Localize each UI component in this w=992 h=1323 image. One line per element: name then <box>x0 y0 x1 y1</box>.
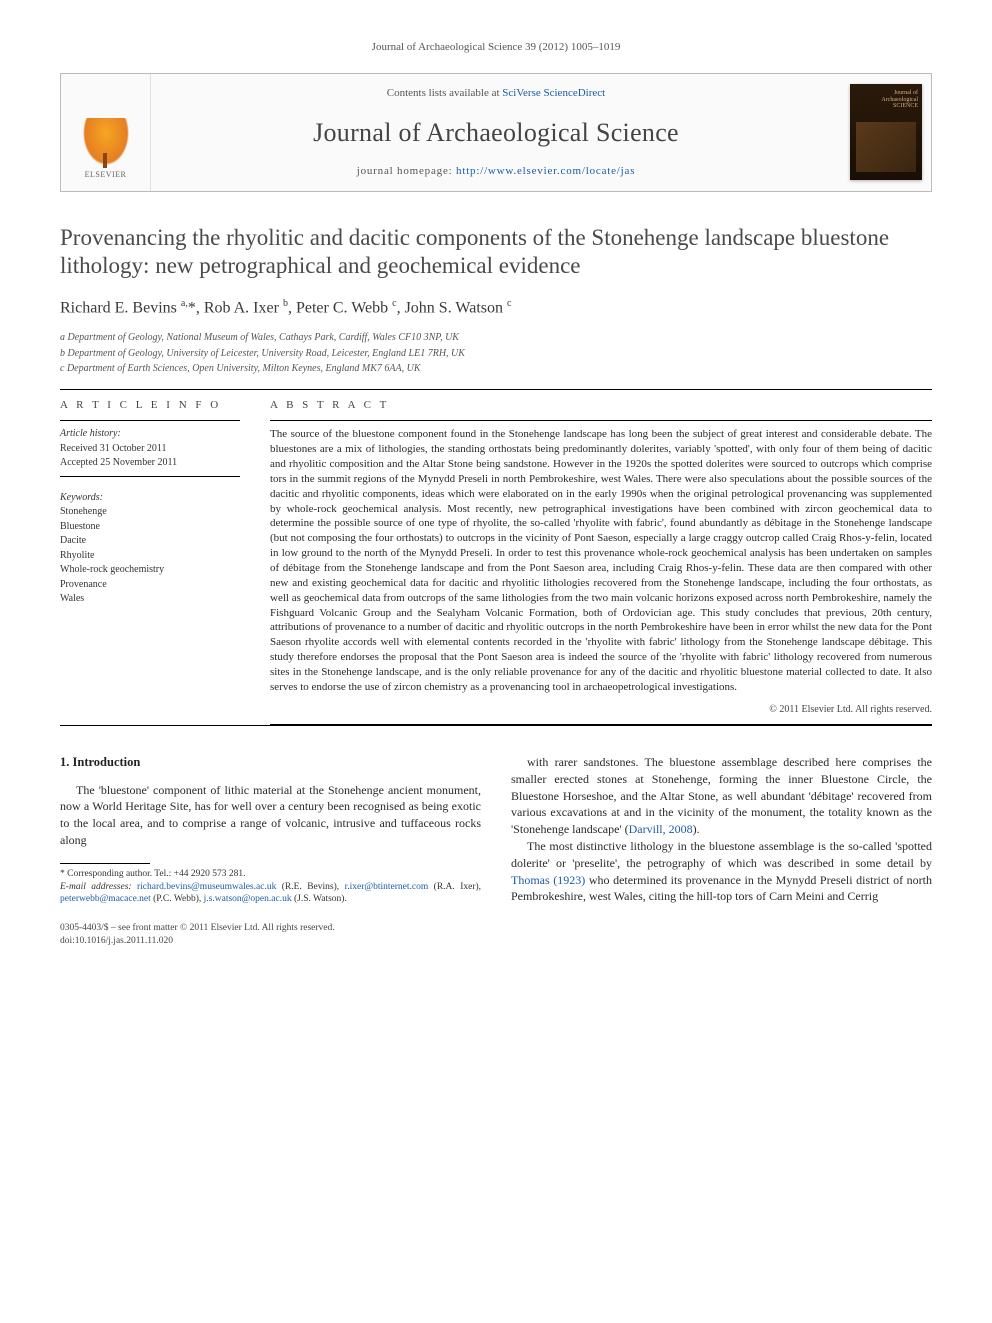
journal-homepage-line: journal homepage: http://www.elsevier.co… <box>161 164 831 179</box>
author-email-who: (R.A. Ixer) <box>434 882 479 892</box>
author-email-who: (R.E. Bevins) <box>282 882 337 892</box>
masthead-center: Contents lists available at SciVerse Sci… <box>151 74 841 191</box>
author-email-who: (P.C. Webb) <box>153 894 199 904</box>
publisher-name: ELSEVIER <box>85 170 127 181</box>
cover-thumb-title: Journal of Archaeological SCIENCE <box>881 90 918 110</box>
abstract-rule-bottom <box>270 724 932 725</box>
body-right-column: with rarer sandstones. The bluestone ass… <box>511 754 932 906</box>
cover-line1: Journal of <box>894 90 918 96</box>
keywords-label: Keywords: <box>60 491 240 505</box>
email-addresses-block: E-mail addresses: richard.bevins@museumw… <box>60 881 481 907</box>
author-email[interactable]: j.s.watson@open.ac.uk <box>204 894 292 904</box>
authors-line: Richard E. Bevins a,*, Rob A. Ixer b, Pe… <box>60 297 932 319</box>
citation-link[interactable]: Darvill, 2008 <box>629 822 693 836</box>
article-title: Provenancing the rhyolitic and dacitic c… <box>60 224 932 282</box>
body-left-column: 1. Introduction The 'bluestone' componen… <box>60 754 481 906</box>
article-info-column: A R T I C L E I N F O Article history: R… <box>60 398 240 726</box>
affiliation-a: a Department of Geology, National Museum… <box>60 331 932 346</box>
doi-line: doi:10.1016/j.jas.2011.11.020 <box>60 935 932 947</box>
author-email[interactable]: richard.bevins@museumwales.ac.uk <box>137 882 276 892</box>
para-text-end: ). <box>693 822 700 836</box>
body-paragraph: The 'bluestone' component of lithic mate… <box>60 782 481 849</box>
abstract-text: The source of the bluestone component fo… <box>270 427 932 694</box>
elsevier-logo[interactable]: ELSEVIER <box>76 111 136 181</box>
cover-line2: Archaeological <box>881 97 918 103</box>
running-head: Journal of Archaeological Science 39 (20… <box>60 40 932 55</box>
section-number: 1. <box>60 755 69 769</box>
publisher-logo-box: ELSEVIER <box>61 74 151 191</box>
keyword: Dacite <box>60 534 240 548</box>
para-text: with rarer sandstones. The bluestone ass… <box>511 755 932 836</box>
keyword: Bluestone <box>60 520 240 534</box>
abstract-column: A B S T R A C T The source of the bluest… <box>270 398 932 726</box>
para-text: The most distinctive lithology in the bl… <box>511 839 932 870</box>
affiliation-b: b Department of Geology, University of L… <box>60 347 932 362</box>
corresponding-author: * Corresponding author. Tel.: +44 2920 5… <box>60 868 481 881</box>
article-history-block: Article history: Received 31 October 201… <box>60 420 240 477</box>
keyword: Provenance <box>60 578 240 592</box>
contents-available-line: Contents lists available at SciVerse Sci… <box>161 86 831 101</box>
body-paragraph: with rarer sandstones. The bluestone ass… <box>511 754 932 838</box>
abstract-copyright: © 2011 Elsevier Ltd. All rights reserved… <box>270 703 932 717</box>
body-paragraph: The most distinctive lithology in the bl… <box>511 838 932 905</box>
body-columns: 1. Introduction The 'bluestone' componen… <box>60 754 932 906</box>
cover-thumb-image <box>856 122 916 172</box>
accepted-date: Accepted 25 November 2011 <box>60 456 240 470</box>
cover-line3: SCIENCE <box>893 103 918 109</box>
keyword: Stonehenge <box>60 505 240 519</box>
elsevier-tree-icon <box>81 118 131 168</box>
journal-cover-thumbnail[interactable]: Journal of Archaeological SCIENCE <box>850 84 922 180</box>
affiliation-c: c Department of Earth Sciences, Open Uni… <box>60 362 932 377</box>
masthead: ELSEVIER Contents lists available at Sci… <box>60 73 932 192</box>
abstract-rule <box>270 420 932 421</box>
section-title: Introduction <box>73 755 141 769</box>
section-heading: 1. Introduction <box>60 754 481 772</box>
footer-meta: 0305-4403/$ – see front matter © 2011 El… <box>60 922 932 947</box>
homepage-prefix: journal homepage: <box>357 165 456 177</box>
author-email[interactable]: r.ixer@btinternet.com <box>345 882 429 892</box>
keywords-block: Keywords: Stonehenge Bluestone Dacite Rh… <box>60 491 240 606</box>
cover-thumb-box: Journal of Archaeological SCIENCE <box>841 74 931 191</box>
affiliations: a Department of Geology, National Museum… <box>60 331 932 377</box>
divider-rule-bottom <box>60 725 932 726</box>
keyword: Rhyolite <box>60 549 240 563</box>
footnote-rule <box>60 863 150 864</box>
info-abstract-row: A R T I C L E I N F O Article history: R… <box>60 398 932 726</box>
email-label: E-mail addresses: <box>60 882 132 892</box>
article-history-label: Article history: <box>60 427 240 441</box>
keywords-list: Stonehenge Bluestone Dacite Rhyolite Who… <box>60 505 240 606</box>
author-email-who: (J.S. Watson) <box>294 894 345 904</box>
front-matter-line: 0305-4403/$ – see front matter © 2011 El… <box>60 922 932 934</box>
citation-link[interactable]: Thomas (1923) <box>511 873 585 887</box>
journal-name: Journal of Archaeological Science <box>161 115 831 150</box>
abstract-heading: A B S T R A C T <box>270 398 932 413</box>
footnotes: * Corresponding author. Tel.: +44 2920 5… <box>60 868 481 906</box>
keyword: Wales <box>60 592 240 606</box>
divider-rule-top <box>60 389 932 390</box>
journal-homepage-link[interactable]: http://www.elsevier.com/locate/jas <box>456 165 635 177</box>
sciencedirect-link[interactable]: SciVerse ScienceDirect <box>502 87 605 99</box>
contents-prefix: Contents lists available at <box>387 87 502 99</box>
keyword: Whole-rock geochemistry <box>60 563 240 577</box>
author-email[interactable]: peterwebb@macace.net <box>60 894 151 904</box>
article-info-heading: A R T I C L E I N F O <box>60 398 240 413</box>
received-date: Received 31 October 2011 <box>60 442 240 456</box>
